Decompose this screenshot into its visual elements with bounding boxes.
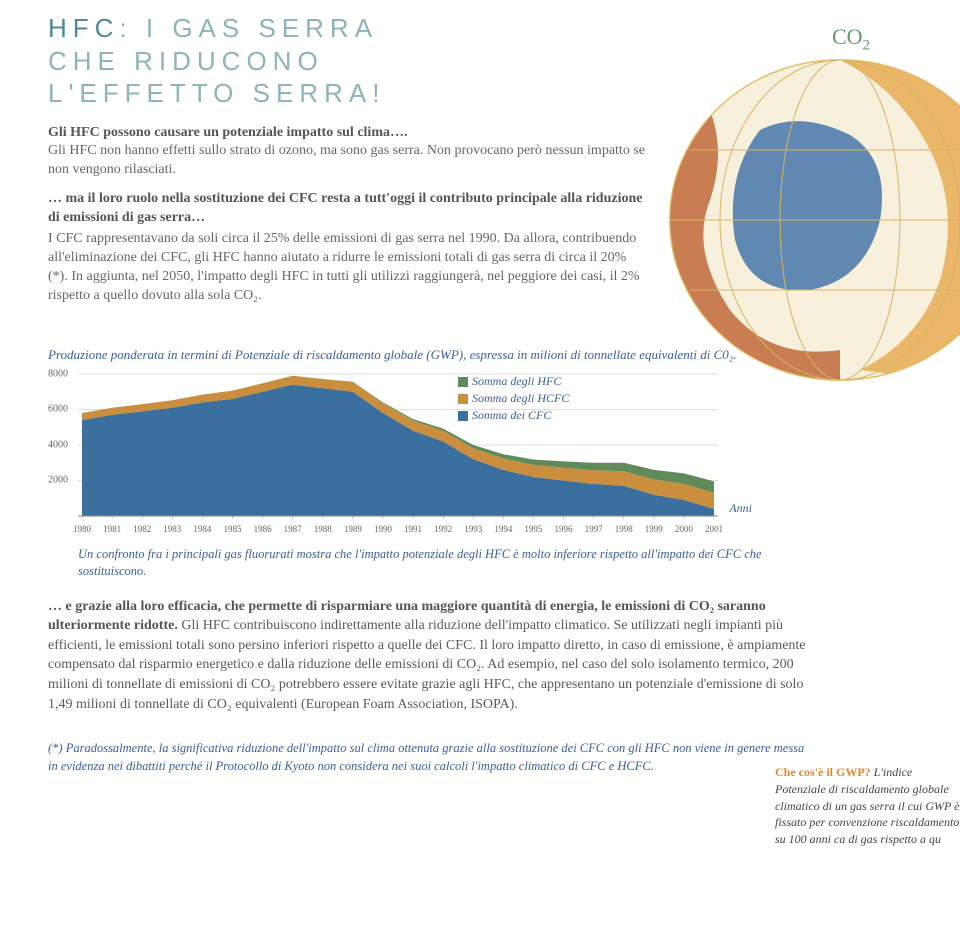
intro-heading-1: Gli HFC possono causare un potenziale im… [48, 124, 648, 143]
x-tick-label: 1997 [585, 524, 603, 534]
intro-text: Gli HFC possono causare un potenziale im… [48, 124, 648, 306]
y-tick-label: 2000 [48, 475, 68, 486]
x-tick-label: 1985 [223, 524, 241, 534]
chart-legend: Somma degli HFC Somma degli HCFC Somma dei… [458, 374, 569, 425]
x-tick-label: 1983 [163, 524, 181, 534]
x-tick-label: 1991 [404, 524, 422, 534]
globe-illustration [640, 50, 960, 390]
x-axis-label: Anni [729, 501, 752, 516]
legend-item: Somma dei CFC [458, 408, 569, 423]
chart-caption: Un confronto fra i principali gas fluoru… [78, 546, 778, 581]
x-tick-label: 1982 [133, 524, 151, 534]
x-tick-label: 1993 [464, 524, 482, 534]
y-tick-label: 4000 [48, 439, 68, 450]
intro-para-2: I CFC rappresentavano da soli circa il 2… [48, 230, 648, 306]
x-tick-label: 1980 [73, 524, 91, 534]
x-tick-label: 1999 [645, 524, 663, 534]
chart-section: Produzione ponderata in termini di Poten… [48, 346, 828, 581]
intro-heading-2: … ma il loro ruolo nella sostituzione de… [48, 190, 648, 228]
sidebar-question: Che cos'è il GWP? [775, 765, 871, 779]
x-tick-label: 1996 [555, 524, 573, 534]
x-tick-label: 1990 [374, 524, 392, 534]
legend-item: Somma degli HFC [458, 374, 569, 389]
x-tick-label: 1988 [314, 524, 332, 534]
x-tick-label: 2001 [705, 524, 723, 534]
sidebar-note: Che cos'è il GWP? L'indice Potenziale di… [775, 764, 960, 848]
body-text: … e grazie alla loro efficacia, che perm… [48, 597, 808, 715]
x-tick-label: 2000 [675, 524, 693, 534]
x-tick-label: 1986 [254, 524, 272, 534]
y-tick-label: 8000 [48, 368, 68, 379]
x-tick-label: 1984 [193, 524, 211, 534]
area-chart: 8000600040002000 19801981198219831984198… [78, 370, 718, 520]
x-tick-label: 1987 [284, 524, 302, 534]
x-tick-label: 1981 [103, 524, 121, 534]
x-tick-label: 1998 [615, 524, 633, 534]
x-tick-label: 1995 [524, 524, 542, 534]
y-tick-label: 6000 [48, 404, 68, 415]
footnote: (*) Paradossalmente, la significativa ri… [48, 740, 808, 775]
legend-item: Somma degli HCFC [458, 391, 569, 406]
intro-para-1: Gli HFC non hanno effetti sullo strato d… [48, 142, 648, 180]
x-tick-label: 1994 [494, 524, 512, 534]
x-tick-label: 1989 [344, 524, 362, 534]
x-tick-label: 1992 [434, 524, 452, 534]
